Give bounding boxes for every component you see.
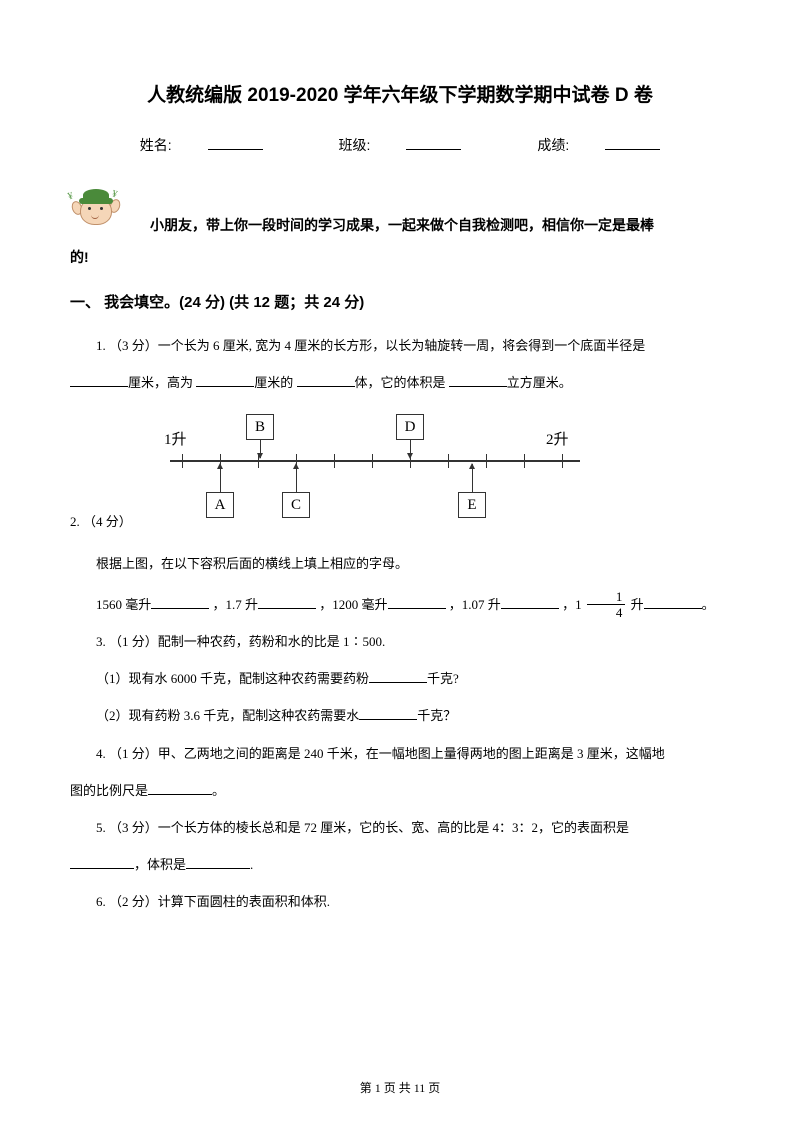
blank <box>359 707 417 720</box>
blank <box>151 596 209 609</box>
blank <box>148 782 212 795</box>
blank <box>297 374 355 387</box>
intro-row: ¥¥ 小朋友，带上你一段时间的学习成果，一起来做个自我检测吧，相信你一定是最棒 <box>70 183 730 241</box>
page-title: 人教统编版 2019-2020 学年六年级下学期数学期中试卷 D 卷 <box>70 80 730 107</box>
blank <box>70 374 128 387</box>
question-1-line2: 厘米，高为 厘米的 体，它的体积是 立方厘米。 <box>70 367 730 398</box>
box-B: B <box>246 414 274 440</box>
arrow-icon <box>472 464 473 492</box>
arrow-icon <box>220 464 221 492</box>
blank <box>501 596 559 609</box>
question-6: 6. （2 分）计算下面圆柱的表面积和体积. <box>70 886 730 917</box>
blank <box>258 596 316 609</box>
question-2-items: 1560 毫升 ，1.7 升 ，1200 毫升 ，1.07 升 ，1 14 升。 <box>70 589 730 620</box>
blank <box>644 596 702 609</box>
page-footer: 第 1 页 共 11 页 <box>0 1079 800 1096</box>
question-1-line1: 1. （3 分）一个长为 6 厘米, 宽为 4 厘米的长方形，以长为轴旋转一周，… <box>70 330 730 361</box>
box-A: A <box>206 492 234 518</box>
question-5-line1: 5. （3 分）一个长方体的棱长总和是 72 厘米，它的长、宽、高的比是 4：3… <box>70 812 730 843</box>
question-4-line2: 图的比例尺是。 <box>70 775 730 806</box>
label-1L: 1升 <box>164 428 187 449</box>
score-blank <box>605 149 660 150</box>
class-blank <box>406 149 461 150</box>
question-3-1: （1）现有水 6000 千克，配制这种农药需要药粉千克? <box>70 663 730 694</box>
axis-line <box>170 460 580 462</box>
info-row: 姓名: 班级: 成绩: <box>70 135 730 155</box>
fraction-1-4: 14 <box>587 590 626 619</box>
number-line-diagram: 1升 2升 B D A C E <box>160 408 590 526</box>
mascot-icon: ¥¥ <box>70 183 122 241</box>
arrow-icon <box>260 440 261 458</box>
blank <box>449 374 507 387</box>
arrow-icon <box>410 440 411 458</box>
question-5-line2: ，体积是. <box>70 849 730 880</box>
question-3-2: （2）现有药粉 3.6 千克，配制这种农药需要水千克？ <box>70 700 730 731</box>
box-C: C <box>282 492 310 518</box>
class-label: 班级: <box>321 137 480 153</box>
label-2L: 2升 <box>546 428 569 449</box>
blank <box>388 596 446 609</box>
question-3: 3. （1 分）配制一种农药，药粉和水的比是 1∶500. <box>70 626 730 657</box>
blank <box>196 374 254 387</box>
intro-text-1: 小朋友，带上你一段时间的学习成果，一起来做个自我检测吧，相信你一定是最棒 <box>150 210 654 241</box>
score-label: 成绩: <box>519 137 678 153</box>
intro-text-2: 的! <box>70 247 730 267</box>
question-2-line: 根据上图，在以下容积后面的横线上填上相应的字母。 <box>70 548 730 579</box>
blank <box>186 856 250 869</box>
box-E: E <box>458 492 486 518</box>
section-heading-1: 一、 我会填空。(24 分) (共 12 题；共 24 分) <box>70 291 730 312</box>
name-blank <box>208 149 263 150</box>
blank <box>369 670 427 683</box>
name-label: 姓名: <box>122 137 281 153</box>
question-4-line1: 4. （1 分）甲、乙两地之间的距离是 240 千米，在一幅地图上量得两地的图上… <box>70 738 730 769</box>
box-D: D <box>396 414 424 440</box>
arrow-icon <box>296 464 297 492</box>
blank <box>70 856 134 869</box>
